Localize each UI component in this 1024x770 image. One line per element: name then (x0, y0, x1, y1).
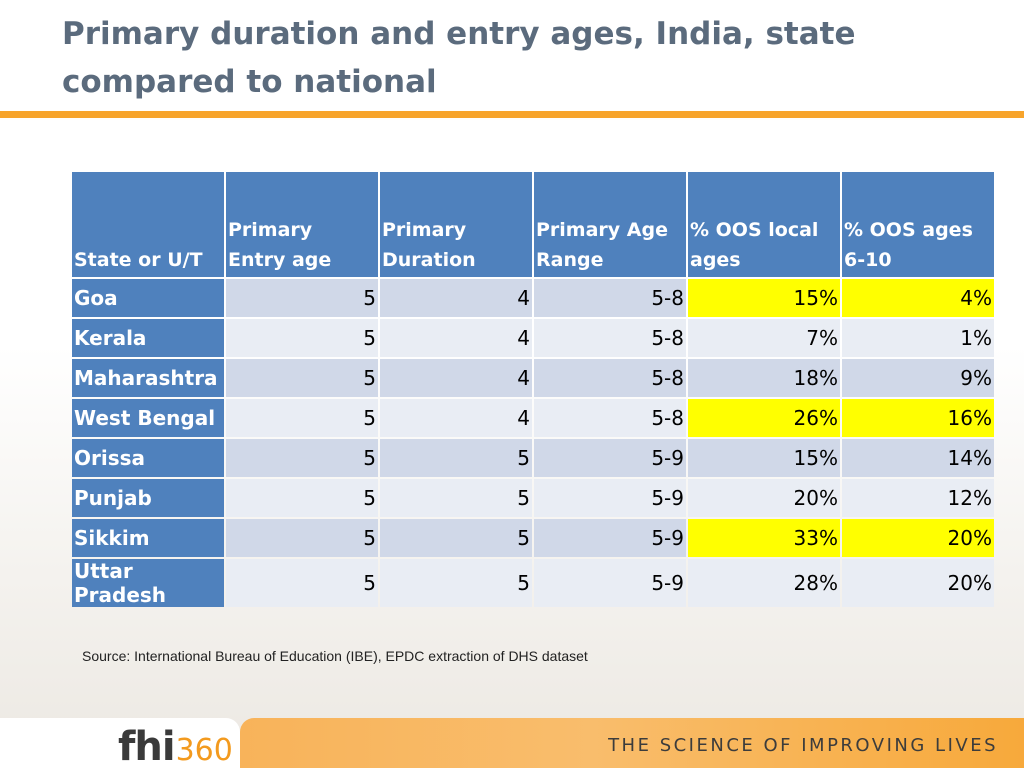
header-oos-6-10: % OOS ages 6-10 (842, 172, 994, 277)
duration-cell: 4 (380, 399, 532, 437)
oos-6-10-cell: 4% (842, 279, 994, 317)
oos-local-cell: 26% (688, 399, 840, 437)
footer-banner (240, 718, 1024, 768)
entry-age-cell: 5 (226, 399, 378, 437)
age-range-cell: 5-8 (534, 319, 686, 357)
entry-age-cell: 5 (226, 279, 378, 317)
oos-local-cell: 18% (688, 359, 840, 397)
table-row: Orissa 5 5 5-9 15% 14% (72, 439, 994, 477)
state-cell: Orissa (72, 439, 224, 477)
state-cell: Goa (72, 279, 224, 317)
header-age-range: Primary Age Range (534, 172, 686, 277)
state-cell: Uttar Pradesh (72, 559, 224, 607)
entry-age-cell: 5 (226, 559, 378, 607)
duration-cell: 5 (380, 479, 532, 517)
fhi360-logo: fhi 360 (118, 724, 233, 770)
oos-6-10-cell: 1% (842, 319, 994, 357)
state-cell: Punjab (72, 479, 224, 517)
entry-age-cell: 5 (226, 479, 378, 517)
oos-local-cell: 20% (688, 479, 840, 517)
duration-cell: 5 (380, 519, 532, 557)
duration-cell: 5 (380, 559, 532, 607)
age-range-cell: 5-9 (534, 559, 686, 607)
state-cell: West Bengal (72, 399, 224, 437)
duration-cell: 4 (380, 319, 532, 357)
table-row: Uttar Pradesh 5 5 5-9 28% 20% (72, 559, 994, 607)
state-cell: Maharashtra (72, 359, 224, 397)
duration-cell: 4 (380, 359, 532, 397)
table-row: Punjab 5 5 5-9 20% 12% (72, 479, 994, 517)
source-note: Source: International Bureau of Educatio… (82, 648, 588, 664)
header-duration: Primary Duration (380, 172, 532, 277)
logo-number: 360 (175, 733, 233, 768)
oos-local-cell: 15% (688, 439, 840, 477)
oos-local-cell: 15% (688, 279, 840, 317)
entry-age-cell: 5 (226, 359, 378, 397)
age-range-cell: 5-8 (534, 399, 686, 437)
oos-local-cell: 7% (688, 319, 840, 357)
duration-cell: 5 (380, 439, 532, 477)
oos-6-10-cell: 14% (842, 439, 994, 477)
oos-6-10-cell: 20% (842, 559, 994, 607)
age-range-cell: 5-8 (534, 279, 686, 317)
footer-tagline: THE SCIENCE OF IMPROVING LIVES (608, 735, 998, 756)
title-divider (0, 111, 1024, 118)
table-row: Maharashtra 5 4 5-8 18% 9% (72, 359, 994, 397)
oos-6-10-cell: 16% (842, 399, 994, 437)
duration-cell: 4 (380, 279, 532, 317)
age-range-cell: 5-9 (534, 439, 686, 477)
table-row: West Bengal 5 4 5-8 26% 16% (72, 399, 994, 437)
oos-6-10-cell: 12% (842, 479, 994, 517)
footer-logo-area (0, 718, 240, 768)
state-cell: Sikkim (72, 519, 224, 557)
table-header-row: State or U/T Primary Entry age Primary D… (72, 172, 994, 277)
age-range-cell: 5-9 (534, 479, 686, 517)
oos-6-10-cell: 9% (842, 359, 994, 397)
header-entry-age: Primary Entry age (226, 172, 378, 277)
logo-text: fhi (118, 724, 176, 770)
data-table: State or U/T Primary Entry age Primary D… (70, 170, 996, 609)
age-range-cell: 5-8 (534, 359, 686, 397)
entry-age-cell: 5 (226, 439, 378, 477)
oos-local-cell: 33% (688, 519, 840, 557)
table-row: Kerala 5 4 5-8 7% 1% (72, 319, 994, 357)
age-range-cell: 5-9 (534, 519, 686, 557)
oos-6-10-cell: 20% (842, 519, 994, 557)
entry-age-cell: 5 (226, 319, 378, 357)
page-title: Primary duration and entry ages, India, … (62, 16, 856, 100)
header-state: State or U/T (72, 172, 224, 277)
entry-age-cell: 5 (226, 519, 378, 557)
state-cell: Kerala (72, 319, 224, 357)
table-row: Sikkim 5 5 5-9 33% 20% (72, 519, 994, 557)
oos-local-cell: 28% (688, 559, 840, 607)
table-row: Goa 5 4 5-8 15% 4% (72, 279, 994, 317)
header-oos-local: % OOS local ages (688, 172, 840, 277)
